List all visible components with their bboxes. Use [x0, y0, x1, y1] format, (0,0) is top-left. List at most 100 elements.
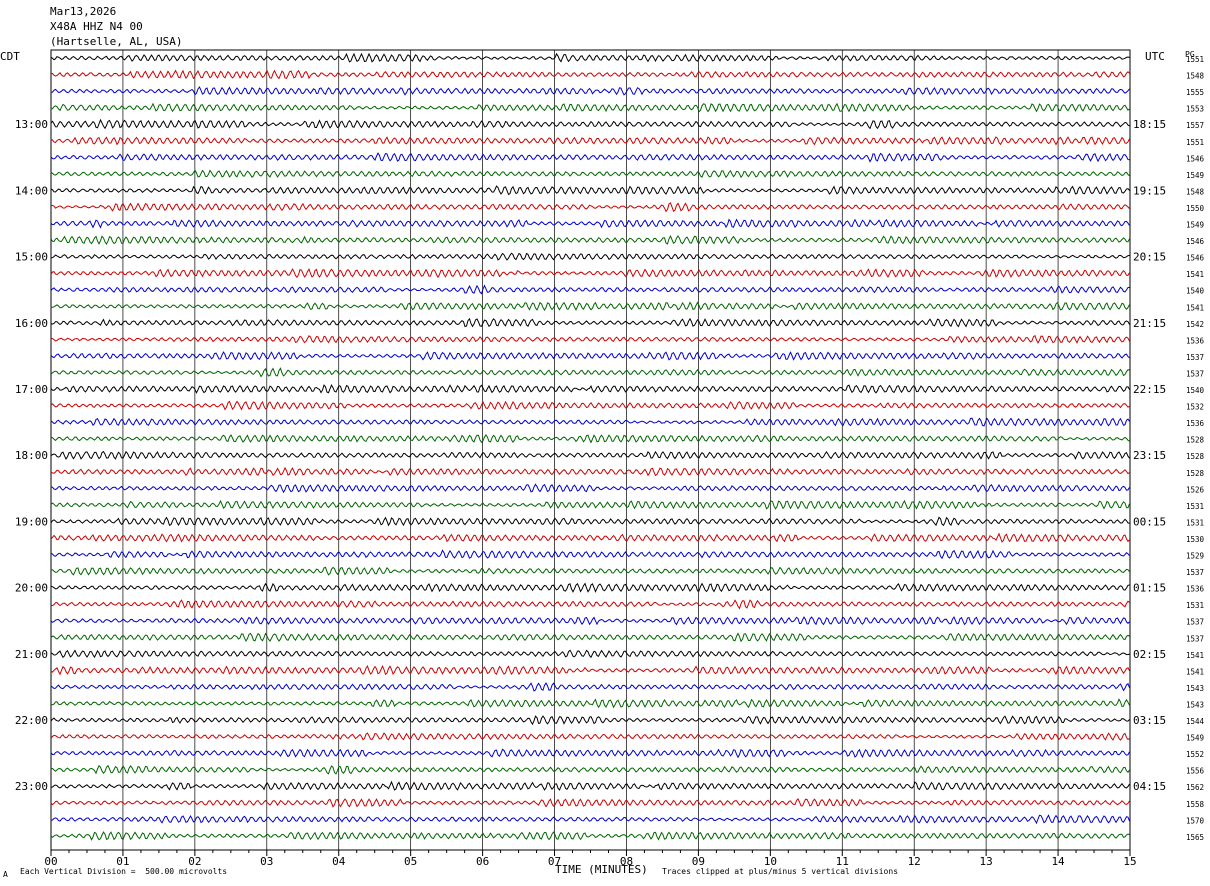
trace-pg-value: 1530 [1186, 535, 1205, 544]
trace-line [50, 566, 1130, 576]
trace-pg-value: 1542 [1186, 320, 1204, 329]
right-hour-label: 01:15 [1133, 582, 1166, 595]
x-tick-label: 10 [764, 855, 777, 868]
trace-pg-value: 1531 [1186, 502, 1204, 511]
trace-line [50, 234, 1130, 245]
left-hour-label: 14:00 [15, 184, 48, 197]
trace-pg-value: 1551 [1186, 55, 1204, 64]
trace-line [50, 466, 1130, 477]
trace-pg-value: 1553 [1186, 105, 1204, 114]
trace-line [50, 118, 1130, 130]
trace-pg-value: 1528 [1186, 436, 1205, 445]
trace-pg-value: 1552 [1186, 750, 1204, 759]
right-hour-label: 19:15 [1133, 184, 1166, 197]
trace-pg-value: 1555 [1186, 88, 1204, 97]
left-hour-label: 18:00 [15, 449, 48, 462]
x-tick-label: 04 [332, 855, 346, 868]
trace-line [50, 367, 1130, 378]
trace-pg-value: 1536 [1186, 585, 1205, 594]
trace-pg-value: 1558 [1186, 800, 1205, 809]
trace-pg-value: 1549 [1186, 171, 1204, 180]
trace-pg-value: 1570 [1186, 816, 1205, 825]
left-hour-label: 13:00 [15, 118, 48, 131]
x-tick-label: 09 [692, 855, 705, 868]
left-hour-label: 21:00 [15, 648, 48, 661]
trace-pg-value: 1540 [1186, 287, 1205, 296]
x-tick-label: 12 [908, 855, 921, 868]
trace-pg-value: 1537 [1186, 618, 1204, 627]
trace-pg-value: 1529 [1186, 552, 1204, 561]
trace-pg-value: 1548 [1186, 72, 1205, 81]
trace-line [50, 616, 1130, 626]
x-tick-label: 03 [260, 855, 273, 868]
trace-pg-value: 1541 [1186, 270, 1204, 279]
right-hour-label: 04:15 [1133, 780, 1166, 793]
trace-line [51, 102, 1130, 113]
trace-pg-value: 1543 [1186, 684, 1204, 693]
trace-pg-value: 1537 [1186, 369, 1204, 378]
right-hour-label: 22:15 [1133, 383, 1166, 396]
footer-mark: A [3, 870, 8, 879]
trace-line [50, 86, 1130, 96]
trace-line [50, 649, 1130, 659]
trace-pg-value: 1531 [1186, 601, 1204, 610]
x-tick-label: 11 [836, 855, 849, 868]
x-tick-label: 14 [1051, 855, 1065, 868]
trace-pg-value: 1543 [1186, 700, 1204, 709]
trace-pg-value: 1537 [1186, 568, 1204, 577]
trace-pg-value: 1556 [1186, 767, 1205, 776]
trace-pg-value: 1557 [1186, 121, 1204, 130]
left-hour-label: 16:00 [15, 317, 48, 330]
trace-pg-value: 1550 [1186, 204, 1205, 213]
trace-line [50, 732, 1130, 741]
trace-pg-value: 1536 [1186, 419, 1205, 428]
trace-line [50, 301, 1130, 311]
x-tick-label: 13 [980, 855, 993, 868]
trace-line [50, 814, 1130, 825]
trace-line [51, 780, 1130, 791]
trace-pg-value: 1565 [1186, 833, 1204, 842]
trace-line [50, 499, 1130, 510]
trace-line [50, 52, 1130, 63]
trace-line [50, 549, 1130, 560]
trace-pg-value: 1544 [1186, 717, 1205, 726]
pg-column-header: PG [1185, 50, 1195, 59]
trace-line [50, 351, 1130, 361]
x-tick-label: 05 [404, 855, 417, 868]
trace-pg-value: 1531 [1186, 518, 1204, 527]
trace-line [50, 252, 1130, 261]
trace-pg-value: 1540 [1186, 386, 1205, 395]
x-tick-label: 01 [116, 855, 129, 868]
trace-line [51, 69, 1130, 80]
trace-line [50, 632, 1130, 643]
trace-pg-value: 1536 [1186, 336, 1205, 345]
trace-line [50, 383, 1130, 394]
trace-line [50, 516, 1130, 527]
trace-line [50, 798, 1130, 808]
trace-line [50, 218, 1130, 229]
trace-pg-value: 1541 [1186, 303, 1204, 312]
trace-pg-value: 1546 [1186, 237, 1205, 246]
trace-pg-value: 1532 [1186, 403, 1204, 412]
trace-line [50, 450, 1130, 461]
trace-pg-value: 1546 [1186, 154, 1205, 163]
right-hour-label: 00:15 [1133, 515, 1166, 528]
left-hour-label: 20:00 [15, 582, 48, 595]
x-tick-label: 06 [476, 855, 489, 868]
trace-line [50, 185, 1130, 196]
header-station: X48A HHZ N4 00 [50, 20, 143, 33]
trace-line [50, 715, 1130, 726]
trace-line [50, 748, 1130, 759]
left-hour-label: 19:00 [15, 515, 48, 528]
left-timezone-label: CDT [0, 50, 20, 63]
footer-scale-note: Each Vertical Division = 500.00 microvol… [20, 867, 228, 876]
plot-frame [50, 49, 1131, 851]
right-hour-label: 02:15 [1133, 648, 1166, 661]
trace-line [50, 582, 1130, 593]
trace-line [50, 698, 1130, 709]
trace-pg-value: 1528 [1186, 452, 1205, 461]
left-hour-label: 15:00 [15, 251, 48, 264]
trace-pg-value: 1546 [1186, 254, 1205, 263]
x-tick-label: 08 [620, 855, 633, 868]
